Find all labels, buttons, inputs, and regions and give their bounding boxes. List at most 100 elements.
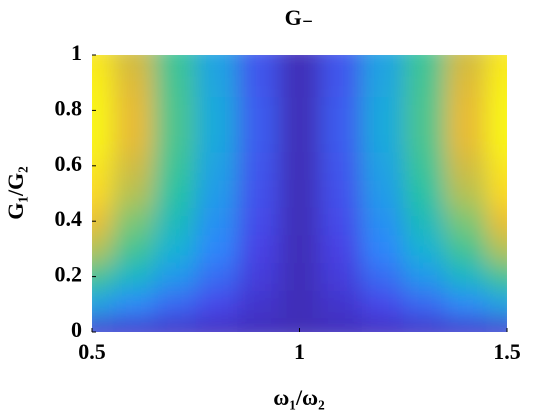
- heatmap-cell: [112, 151, 155, 181]
- heatmap-cell: [486, 124, 507, 153]
- heatmap-cell: [92, 55, 114, 70]
- heatmap-cell: [195, 124, 238, 153]
- heatmap-cell: [444, 96, 487, 125]
- heatmap-cell: [195, 262, 238, 291]
- heatmap-cell: [92, 124, 114, 153]
- heatmap-cell: [278, 68, 321, 98]
- heatmap-cell: [154, 151, 197, 181]
- heatmap-cell: [237, 318, 280, 332]
- heatmap-cell: [237, 290, 280, 319]
- heatmap-cell: [320, 124, 363, 153]
- heatmap-cell: [237, 262, 280, 291]
- heatmap-cell: [486, 96, 507, 125]
- heatmap-cell: [361, 124, 404, 153]
- heatmap-cell: [112, 179, 155, 208]
- heatmap-cell: [237, 96, 280, 125]
- heatmap-cell: [403, 318, 446, 332]
- heatmap-cell: [195, 235, 238, 264]
- heatmap-cell: [237, 124, 280, 153]
- heatmap-cell: [361, 151, 404, 181]
- heatmap-cell: [154, 318, 197, 332]
- heatmap-cell: [237, 235, 280, 264]
- heatmap-cell: [92, 151, 114, 181]
- heatmap-cell: [361, 235, 404, 264]
- heatmap-cell: [112, 124, 155, 153]
- y-tick-label: 0: [71, 317, 82, 342]
- heatmap-cell: [486, 318, 507, 332]
- heatmap-cell: [403, 96, 446, 125]
- heatmap-cell: [444, 151, 487, 181]
- heatmap-cell: [320, 179, 363, 208]
- heatmap-cell: [195, 68, 238, 98]
- heatmap-cell: [486, 151, 507, 181]
- y-tick-label: 0.8: [55, 95, 83, 120]
- heatmap-cell: [154, 96, 197, 125]
- heatmap-cell: [195, 55, 238, 70]
- heatmap-cell: [444, 290, 487, 319]
- heatmap-cell: [237, 207, 280, 236]
- heatmap-cell: [486, 290, 507, 319]
- heatmap-cell: [278, 55, 321, 70]
- heatmap-cell: [112, 262, 155, 291]
- heatmap: [92, 55, 507, 332]
- heatmap-cell: [154, 55, 197, 70]
- heatmap-cell: [195, 96, 238, 125]
- heatmap-cell: [154, 68, 197, 98]
- heatmap-cell: [444, 207, 487, 236]
- heatmap-cell: [403, 124, 446, 153]
- heatmap-cell: [278, 235, 321, 264]
- heatmap-cell: [195, 290, 238, 319]
- heatmap-cell: [237, 55, 280, 70]
- plot-area: [92, 55, 507, 332]
- heatmap-cell: [444, 318, 487, 332]
- heatmap-cell: [486, 68, 507, 98]
- heatmap-cell: [320, 262, 363, 291]
- heatmap-cell: [112, 68, 155, 98]
- heatmap-cell: [444, 68, 487, 98]
- heatmap-cell: [403, 68, 446, 98]
- heatmap-cell: [278, 179, 321, 208]
- heatmap-cell: [278, 207, 321, 236]
- heatmap-cell: [112, 318, 155, 332]
- heatmap-cell: [237, 179, 280, 208]
- heatmap-cell: [154, 179, 197, 208]
- heatmap-cell: [444, 179, 487, 208]
- heatmap-cell: [92, 68, 114, 98]
- heatmap-cell: [195, 151, 238, 181]
- heatmap-cell: [403, 262, 446, 291]
- heatmap-cell: [237, 68, 280, 98]
- heatmap-cell: [237, 151, 280, 181]
- x-tick-label: 0.5: [78, 339, 106, 364]
- heatmap-cell: [320, 290, 363, 319]
- heatmap-cell: [320, 318, 363, 332]
- heatmap-cell: [320, 96, 363, 125]
- heatmap-cell: [361, 318, 404, 332]
- y-tick-label: 0.2: [55, 262, 83, 287]
- heatmap-cell: [92, 96, 114, 125]
- x-tick-label: 1.5: [493, 339, 521, 364]
- heatmap-cell: [486, 179, 507, 208]
- heatmap-cell: [278, 290, 321, 319]
- heatmap-cell: [92, 207, 114, 236]
- heatmap-cell: [112, 207, 155, 236]
- heatmap-cell: [112, 235, 155, 264]
- x-tick-label: 1: [294, 339, 305, 364]
- heatmap-cell: [195, 179, 238, 208]
- heatmap-cell: [403, 235, 446, 264]
- heatmap-cell: [154, 262, 197, 291]
- heatmap-cell: [154, 207, 197, 236]
- heatmap-cell: [154, 235, 197, 264]
- heatmap-cell: [278, 262, 321, 291]
- heatmap-cell: [403, 55, 446, 70]
- heatmap-cell: [154, 290, 197, 319]
- heatmap-cell: [403, 179, 446, 208]
- y-tick-label: 0.6: [55, 151, 83, 176]
- heatmap-cell: [320, 151, 363, 181]
- x-axis-label: ω₁/ω₂: [273, 385, 325, 410]
- heatmap-cell: [361, 96, 404, 125]
- heatmap-cell: [112, 55, 155, 70]
- heatmap-cell: [486, 262, 507, 291]
- heatmap-cell: [278, 124, 321, 153]
- heatmap-cell: [320, 68, 363, 98]
- heatmap-cell: [92, 290, 114, 319]
